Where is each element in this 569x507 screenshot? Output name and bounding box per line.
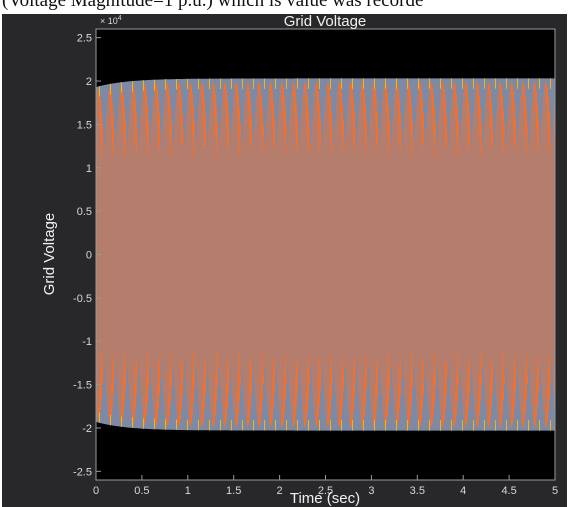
x-tick-label: 3 [368, 485, 374, 497]
x-tick-label: 0.5 [134, 485, 149, 497]
x-tick-label: 2 [277, 485, 283, 497]
x-tick-label: 1 [185, 485, 191, 497]
x-tick-label: 2.5 [318, 485, 333, 497]
y-tick-label: 0 [86, 250, 92, 262]
y-tick-label: -2 [82, 423, 92, 435]
y-tick-label: 0.5 [77, 206, 92, 218]
y-tick-label: -0.5 [73, 293, 92, 305]
voltage-waveform [96, 78, 555, 431]
y-tick-label: -1.5 [73, 380, 92, 392]
x-tick-label: 0 [93, 485, 99, 497]
x-tick-label: 3.5 [410, 485, 425, 497]
x-axis-ticks: 0 0.5 1 1.5 2 2.5 3 3.5 4 4.5 5 [93, 475, 558, 497]
chart-title: Grid Voltage [284, 14, 367, 30]
y-axis-label: Grid Voltage [41, 213, 58, 296]
y-exponent-power: 4 [118, 15, 122, 22]
y-tick-label: 2 [86, 76, 92, 88]
x-tick-label: 4 [460, 485, 466, 497]
y-tick-label: -1 [82, 336, 92, 348]
x-tick-label: 5 [552, 485, 558, 497]
y-tick-label: -2.5 [73, 466, 92, 478]
y-tick-label: 2.5 [77, 33, 92, 45]
x-tick-label: 4.5 [501, 485, 516, 497]
x-tick-label: 1.5 [226, 485, 241, 497]
y-tick-label: 1.5 [77, 119, 92, 131]
caption-fragment-text: (Voltage Magnitude=1 p.u.) which is valu… [2, 0, 424, 11]
y-exponent-base: × 10 [100, 16, 118, 26]
y-tick-label: 1 [86, 163, 92, 175]
x-axis-label: Time (sec) [290, 490, 360, 507]
chart-figure: 2.5 2 1.5 1 0.5 0 -0.5 -1 -1.5 -2 -2.5 0 0.5 1 1.5 2 2.… [2, 14, 567, 507]
grid-voltage-chart: 2.521.510.50-0.5-1-1.5-2-2.5 0 0.5 1 1.5 2 2.… [41, 14, 558, 507]
series-phase-c [99, 78, 551, 431]
series-phase-a [96, 78, 555, 431]
y-exponent-label: × 104 [100, 15, 122, 26]
y-axis-ticks: 2.5 2 1.5 1 0.5 0 -0.5 -1 -1.5 -2 -2.5 [73, 33, 101, 478]
